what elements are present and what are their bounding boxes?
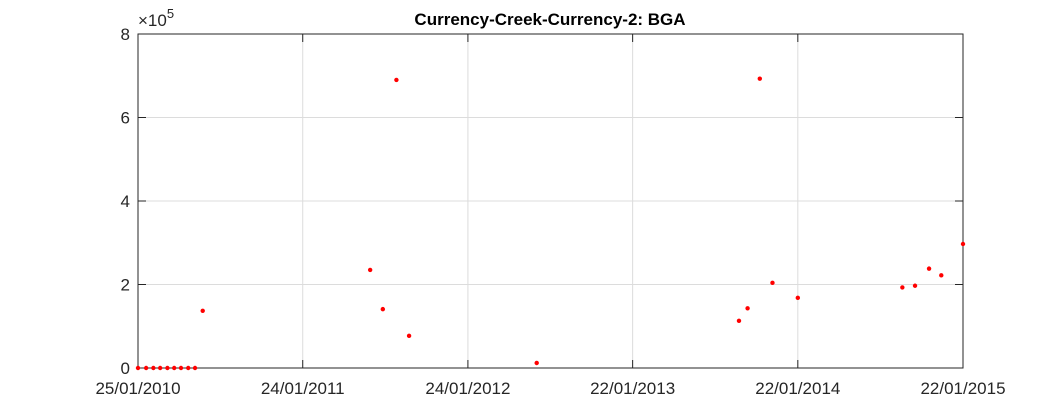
data-point [192,365,198,371]
y-exponent-power: 5 [167,6,174,21]
data-point [186,365,191,371]
data-point [367,267,373,273]
y-tick-label: 8 [121,25,130,44]
data-point [770,280,775,286]
data-point [135,365,141,371]
data-point [178,365,184,371]
data-point [745,306,750,311]
y-tick-label: 2 [121,276,130,295]
data-point [151,365,156,371]
y-exponent-label: ×105 [138,6,174,30]
data-point [757,76,763,81]
data-point [926,266,932,271]
y-tick-label: 4 [121,192,130,211]
data-point [394,77,399,83]
x-tick-label: 24/01/2012 [425,379,510,398]
x-tick-label: 22/01/2015 [920,379,1005,398]
y-exponent-base: ×10 [138,11,167,30]
data-point [900,285,905,290]
x-tick-label: 25/01/2010 [95,379,180,398]
y-tick-label: 0 [121,359,130,378]
data-point [157,365,163,371]
data-point [143,365,149,371]
data-point [939,273,944,278]
chart-title: Currency-Creek-Currency-2: BGA [414,10,685,29]
data-point [380,306,386,312]
data-point [960,241,966,247]
x-tick-label: 22/01/2013 [590,379,675,398]
data-point [172,365,177,371]
data-point [912,283,918,288]
data-point [795,295,801,301]
data-point [736,318,742,324]
tick-labels: 0 2 4 6 8 25/01/2010 24/01/2011 24/01/2012 22/01… [95,25,1005,398]
data-point [406,333,412,339]
x-tick-label: 22/01/2014 [755,379,840,398]
y-tick-label: 6 [121,109,130,128]
grid [138,34,963,368]
x-tick-label: 24/01/2011 [261,379,345,398]
data-point [200,308,205,314]
data-point [165,365,170,371]
data-points [135,76,966,371]
data-point [534,360,539,366]
